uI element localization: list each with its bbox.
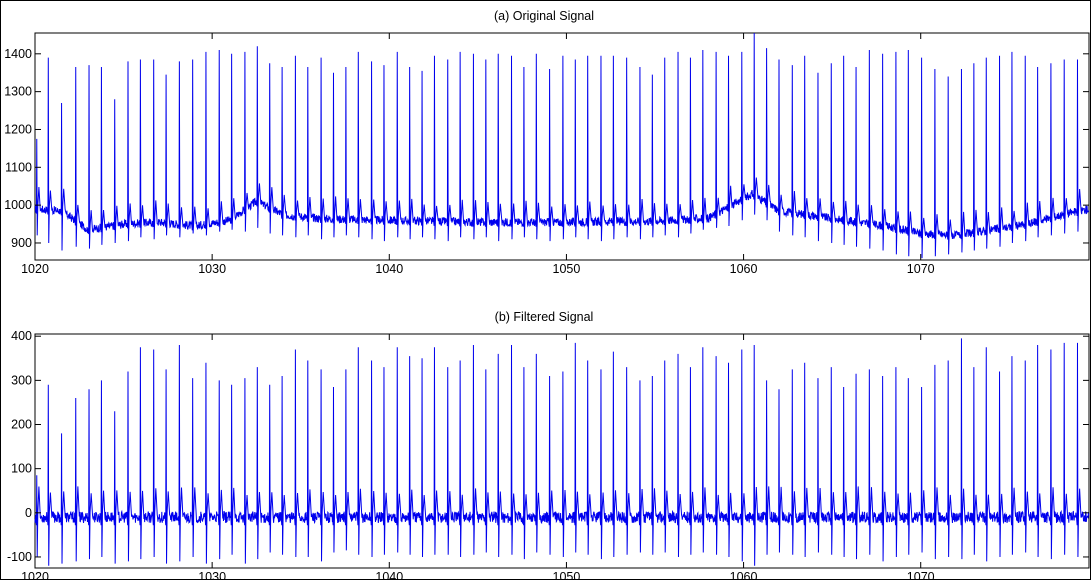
- x-tick-label: 1050: [553, 570, 581, 579]
- y-tick-label: 900: [11, 236, 32, 250]
- chart-title-filtered: (b) Filtered Signal: [495, 310, 594, 324]
- x-tick-label: 1020: [21, 262, 49, 276]
- x-tick-label: 1050: [553, 262, 581, 276]
- y-tick-label: 1300: [4, 85, 32, 99]
- y-tick-label: 1000: [4, 198, 32, 212]
- y-tick-label: 0: [25, 506, 32, 520]
- y-tick-label: -100: [7, 550, 32, 564]
- plot-area-filtered: [34, 333, 1090, 569]
- x-tick-label: 1060: [730, 570, 758, 579]
- ticks-filtered: -100 0 100 200 300 400 1020 1030 1040 1050 1060 107…: [7, 329, 1089, 579]
- series-filtered-signal: [34, 338, 1090, 566]
- panel-original-signal: (a) Original Signal 900 1000 1100 1200 1300 1…: [4, 9, 1090, 276]
- y-tick-label: 200: [11, 418, 32, 432]
- y-tick-label: 1100: [5, 160, 32, 174]
- chart-title-original: (a) Original Signal: [494, 9, 594, 23]
- panel-filtered-signal: (b) Filtered Signal -100 0 100 200 300 400 102…: [7, 310, 1090, 579]
- x-tick-label: 1040: [375, 262, 403, 276]
- x-tick-label: 1020: [21, 570, 49, 579]
- x-tick-label: 1030: [198, 570, 226, 579]
- signal-line: [34, 32, 1090, 259]
- x-tick-label: 1070: [907, 262, 935, 276]
- y-tick-label: 400: [11, 329, 32, 343]
- ticks-original: 900 1000 1100 1200 1300 1400 1020 1030 1040 1050 1…: [4, 33, 1089, 276]
- y-tick-label: 300: [11, 373, 32, 387]
- x-tick-label: 1030: [198, 262, 226, 276]
- y-tick-label: 1400: [4, 47, 32, 61]
- y-tick-label: 100: [11, 462, 32, 476]
- signal-line: [34, 338, 1090, 566]
- x-tick-label: 1070: [907, 570, 935, 579]
- series-original-signal: [34, 32, 1090, 259]
- x-tick-label: 1040: [375, 570, 403, 579]
- x-tick-label: 1060: [730, 262, 758, 276]
- y-tick-label: 1200: [4, 122, 32, 136]
